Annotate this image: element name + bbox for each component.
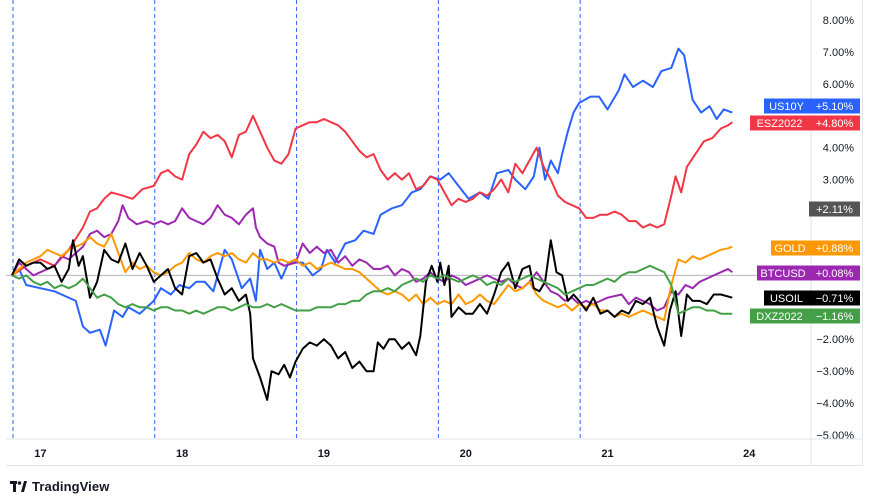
badge-label: US10Y <box>769 101 805 113</box>
y-tick-label: 3.00% <box>823 175 854 187</box>
badge-gold[interactable]: GOLD +0.88% <box>771 240 860 256</box>
series-line-dxz2022[interactable] <box>11 264 733 315</box>
y-tick-label: −2.00% <box>816 334 854 346</box>
badge-value: +2.11% <box>816 204 853 216</box>
badge-value: +0.88% <box>816 243 854 255</box>
y-tick-label: −3.00% <box>816 366 854 378</box>
y-tick-label: −4.00% <box>816 398 854 410</box>
badge-label: BTCUSD <box>760 268 805 280</box>
series-line-usoil[interactable] <box>11 239 733 401</box>
x-tick-label: 20 <box>460 448 472 460</box>
badge-label-bg <box>764 290 809 306</box>
badge-usoil[interactable]: USOIL −0.71% <box>764 290 860 306</box>
badge-value: +0.08% <box>816 268 854 280</box>
badge-label: USOIL <box>770 293 803 305</box>
y-tick-label: 6.00% <box>823 79 854 91</box>
x-tick-label: 18 <box>176 448 188 460</box>
badge-us10y[interactable]: US10Y +5.10% <box>764 98 860 114</box>
badge-dxz2022[interactable]: DXZ2022 −1.16% <box>750 308 860 324</box>
chart-frame: 8.00% 7.00% 6.00% 4.00% 3.00% −2.00% −3.00% −4.… <box>6 0 863 466</box>
badge-esz2022[interactable]: ESZ2022 +4.80% <box>750 115 860 131</box>
y-tick-label: 7.00% <box>823 47 854 59</box>
badge-label: GOLD <box>774 243 805 255</box>
series-line-gold[interactable] <box>11 232 733 322</box>
chart-canvas[interactable]: 8.00% 7.00% 6.00% 4.00% 3.00% −2.00% −3.00% −4.… <box>6 0 863 466</box>
badge-value-bg <box>809 308 860 324</box>
series-line-us10y[interactable] <box>11 47 733 347</box>
badge-value-bg <box>809 290 860 306</box>
badge-label-bg <box>750 115 809 131</box>
y-tick-label: −5.00% <box>816 430 854 442</box>
badge-value-bg <box>809 265 860 281</box>
badge-value: +5.10% <box>816 101 854 113</box>
y-tick-label: 4.00% <box>823 143 854 155</box>
badge-value-bg <box>809 115 860 131</box>
badge-label-bg <box>757 265 809 281</box>
badge-value-bg <box>809 201 860 217</box>
badge-label-bg <box>750 308 809 324</box>
badge-label-bg <box>771 240 809 256</box>
badge-label: DXZ2022 <box>756 311 802 323</box>
badge-value: +4.80% <box>816 118 854 130</box>
badge-value: −0.71% <box>816 293 854 305</box>
badge-label-bg <box>764 98 809 114</box>
y-tick-label: 8.00% <box>823 15 854 27</box>
series-line-esz2022[interactable] <box>11 114 733 277</box>
badge-label: ESZ2022 <box>757 118 803 130</box>
badge-value-bg <box>809 240 860 256</box>
tradingview-branding[interactable]: TradingView <box>10 476 109 496</box>
branding-text: TradingView <box>32 478 110 494</box>
x-tick-label: 17 <box>34 448 46 460</box>
x-tick-label: 24 <box>743 448 756 460</box>
series-line-purple[interactable] <box>11 204 733 312</box>
badge-value-bg <box>809 98 860 114</box>
badge-unlabeled[interactable]: +2.11% <box>809 201 860 217</box>
badge-btcusd[interactable]: BTCUSD +0.08% <box>757 265 860 281</box>
x-tick-label: 21 <box>601 448 613 460</box>
tradingview-logo-icon <box>10 480 27 492</box>
badge-value: −1.16% <box>816 311 854 323</box>
x-tick-label: 19 <box>318 448 330 460</box>
